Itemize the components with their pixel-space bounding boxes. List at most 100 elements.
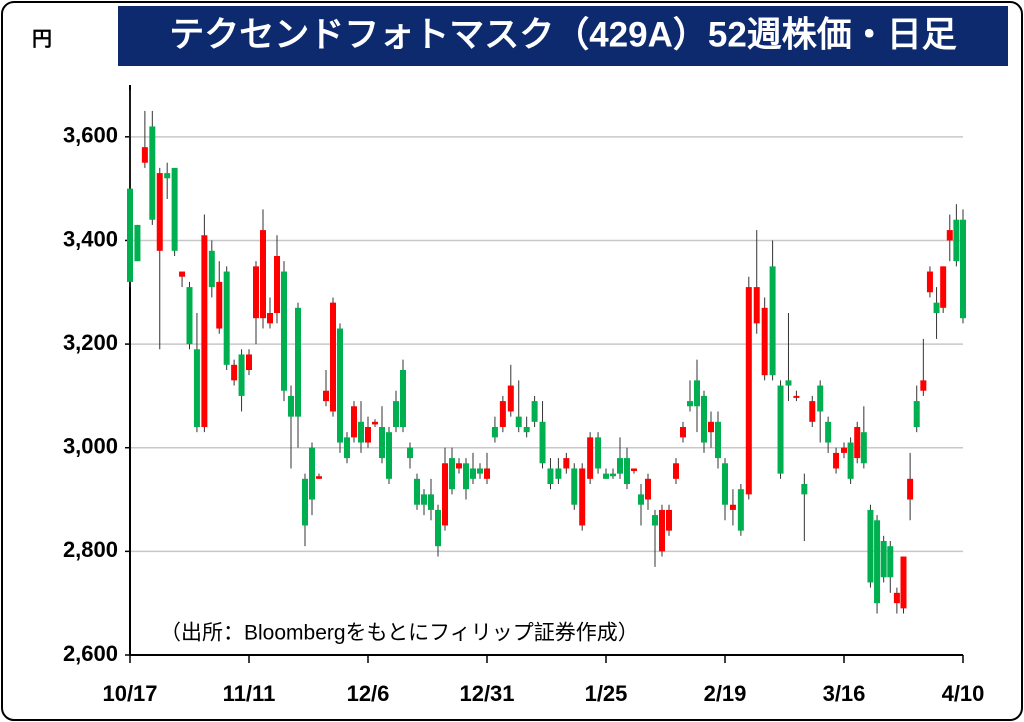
candle-body — [507, 385, 514, 412]
candle-body — [288, 395, 294, 417]
candle-body — [449, 458, 455, 490]
y-tick-label: 3,000 — [63, 434, 118, 459]
candle-body — [539, 421, 546, 464]
candle-body — [428, 494, 434, 510]
candle-body — [253, 266, 259, 319]
candle-body — [825, 421, 832, 443]
x-tick-label: 1/25 — [585, 681, 628, 706]
candle-body — [499, 401, 506, 427]
candle-body — [900, 556, 907, 609]
candle-body — [379, 427, 385, 459]
candle-body — [531, 401, 538, 422]
candle-body — [777, 385, 784, 474]
candle-body — [680, 427, 686, 438]
y-tick-label: 3,400 — [63, 226, 118, 251]
candle-body — [281, 271, 287, 391]
candle-body — [887, 546, 894, 578]
candle-body — [666, 509, 672, 531]
candle-body — [638, 494, 644, 505]
candle-body — [933, 302, 940, 313]
candle-body — [171, 167, 178, 251]
candle-body — [867, 509, 874, 583]
candle-body — [587, 437, 594, 479]
candle-body — [179, 271, 186, 277]
candle-body — [484, 468, 490, 479]
candle-body — [920, 380, 927, 391]
candle-body — [893, 592, 900, 604]
candle-body — [687, 401, 693, 407]
candle-body — [809, 401, 816, 422]
y-tick-label: 2,600 — [63, 641, 118, 666]
candle-body — [515, 416, 522, 427]
candle-body — [127, 188, 133, 282]
candle-body — [960, 219, 966, 319]
candle-body — [400, 370, 406, 427]
candle-body — [231, 364, 238, 381]
x-tick-label: 12/6 — [347, 681, 390, 706]
candle-body — [701, 395, 707, 443]
y-axis-label: 円 — [32, 28, 52, 50]
candle-body — [631, 468, 637, 472]
title-bar — [118, 6, 1008, 66]
candle-body — [801, 484, 808, 495]
candle-body — [491, 427, 498, 438]
x-tick-label: 10/17 — [102, 681, 157, 706]
candle-body — [571, 468, 578, 505]
candle-body — [694, 380, 700, 407]
candle-body — [407, 447, 413, 459]
candle-body — [547, 468, 554, 484]
candle-body — [316, 476, 322, 479]
candle-body — [833, 452, 840, 469]
candle-body — [624, 458, 630, 484]
candle-body — [358, 421, 364, 443]
candle-body — [659, 509, 665, 552]
candle-body — [421, 494, 427, 505]
candle-body — [793, 395, 800, 398]
candle-body — [603, 473, 609, 479]
candle-body — [860, 432, 867, 464]
candle-body — [761, 307, 768, 376]
candle-body — [926, 271, 933, 293]
candle-body — [149, 126, 156, 220]
candle-body — [880, 541, 887, 578]
source-note: （出所：Bloombergをもとにフィリップ証券作成） — [160, 622, 639, 645]
candle-body — [365, 427, 371, 443]
candle-body — [610, 473, 616, 477]
candle-body — [715, 421, 721, 459]
candle-body — [456, 463, 462, 469]
candle-body — [729, 504, 736, 510]
candle-body — [372, 421, 378, 425]
candle-body — [463, 463, 469, 490]
candle-body — [523, 427, 530, 433]
chart-title: テクセンドフォトマスク（429A）52週株価・日足 — [169, 15, 957, 54]
candle-body — [737, 489, 744, 531]
y-tick-label: 3,200 — [63, 330, 118, 355]
candle-body — [295, 307, 301, 417]
candle-body — [745, 287, 752, 495]
candle-body — [785, 380, 792, 386]
candle-body — [134, 224, 141, 262]
x-tick-label: 3/16 — [823, 681, 866, 706]
candle-body — [753, 287, 760, 324]
candle-body — [323, 390, 329, 402]
candle-body — [309, 447, 315, 500]
candle-body — [874, 520, 881, 604]
candle-body — [186, 287, 193, 345]
candle-body — [208, 250, 215, 288]
candle-body — [555, 468, 562, 479]
candle-body — [563, 458, 570, 469]
candle-body — [579, 468, 586, 526]
candle-body — [164, 173, 171, 179]
candle-body — [817, 385, 824, 412]
candle-body — [435, 509, 441, 547]
x-tick-label: 12/31 — [459, 681, 514, 706]
candle-body — [267, 313, 273, 324]
candle-body — [769, 266, 776, 376]
candle-body — [246, 354, 252, 370]
candle-body — [708, 421, 714, 433]
candle-body — [141, 147, 148, 163]
candle-body — [274, 256, 280, 313]
candle-body — [201, 235, 208, 427]
candle-body — [953, 219, 960, 262]
